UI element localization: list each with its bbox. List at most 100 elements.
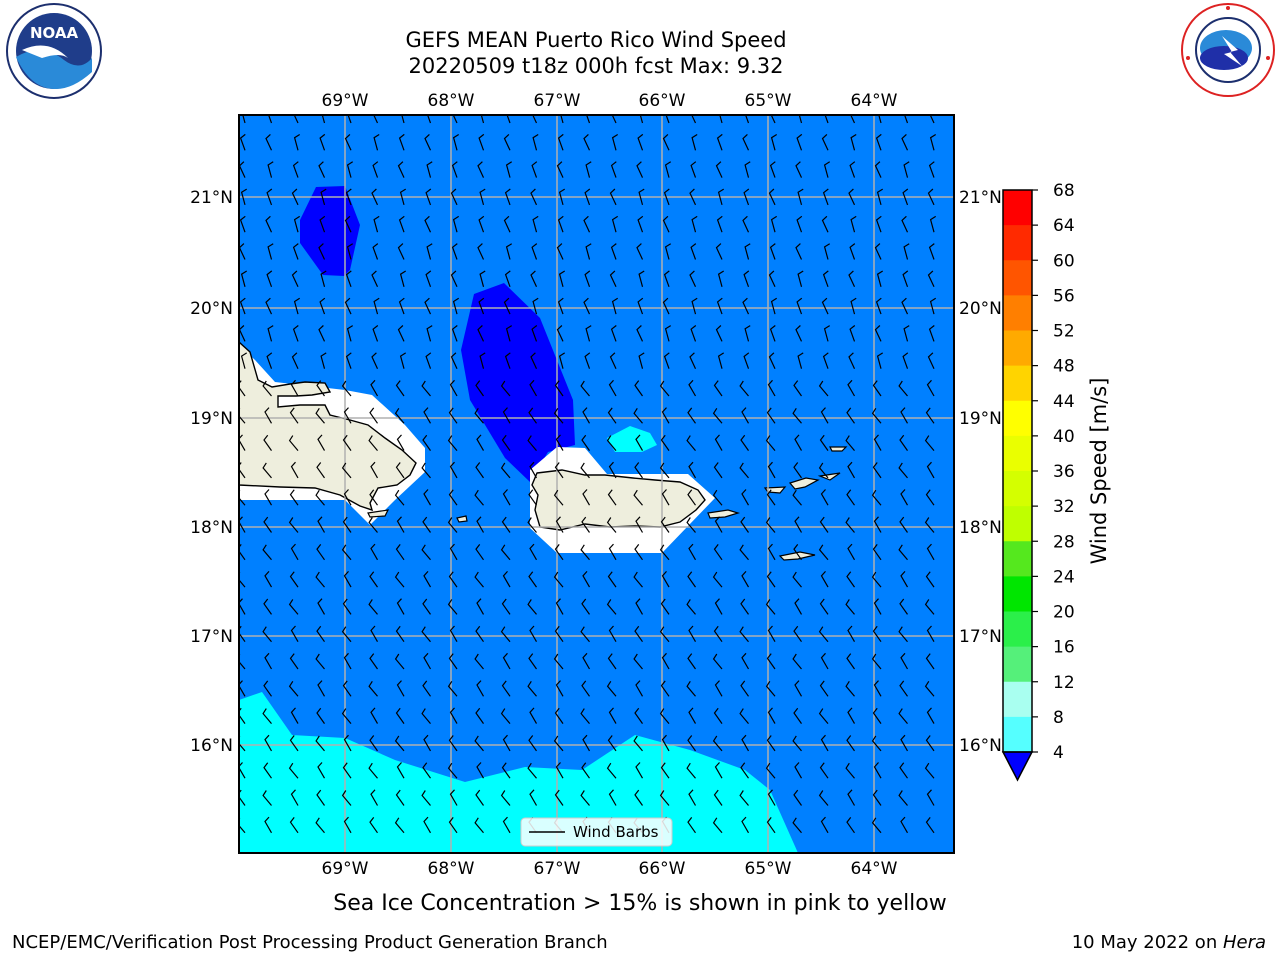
- wind-barb: [240, 270, 248, 287]
- wind-barb: [242, 115, 246, 124]
- wind-barb: [344, 215, 352, 233]
- wind-barb: [927, 188, 935, 206]
- wind-barb: [823, 325, 831, 342]
- wind-barb: [765, 517, 776, 533]
- wind-barb: [607, 653, 617, 670]
- wind-barb: [819, 434, 829, 451]
- wind-barb: [320, 270, 327, 287]
- wind-barb: [581, 680, 590, 697]
- wind-barb: [239, 133, 246, 151]
- wind-barb: [608, 543, 617, 561]
- wind-barb: [634, 707, 643, 724]
- wind-barb: [372, 243, 379, 260]
- wind-barb: [661, 407, 670, 424]
- wind-barb: [688, 789, 697, 806]
- wind-barb: [875, 215, 882, 233]
- wind-barb: [502, 570, 511, 588]
- wind-barb: [395, 707, 405, 724]
- colorbar-label: Wind Speed [m/s]: [1087, 378, 1111, 565]
- wind-barb: [476, 762, 485, 779]
- wind-barb: [662, 297, 670, 315]
- wind-barb: [741, 489, 750, 506]
- wind-barb: [531, 243, 538, 260]
- wind-barb: [370, 543, 379, 561]
- wind-barb: [426, 325, 433, 342]
- wind-barb: [262, 544, 272, 561]
- wind-barb: [397, 161, 405, 178]
- wind-barb: [266, 188, 273, 206]
- wind-barb: [793, 380, 802, 397]
- wind-barb: [819, 762, 829, 779]
- wind-barb: [553, 407, 564, 424]
- colorbar-tick-label: 52: [1053, 322, 1075, 342]
- colorbar-tick-label: 56: [1053, 286, 1075, 306]
- wind-speed-below-4-fill-mona: [461, 283, 575, 482]
- wind-barb: [687, 817, 696, 834]
- wind-barb: [342, 516, 352, 533]
- wind-barb: [528, 735, 537, 752]
- wind-barb: [871, 571, 882, 588]
- wind-barb: [796, 133, 803, 151]
- wind-barb: [660, 598, 670, 615]
- wind-barb: [502, 816, 511, 834]
- wind-barb: [397, 325, 405, 342]
- wind-barb: [873, 680, 882, 697]
- wind-barb: [717, 188, 725, 206]
- wind-barb: [399, 270, 407, 287]
- wind-barb: [638, 270, 645, 287]
- wind-barb: [663, 352, 670, 369]
- wind-barb: [633, 571, 643, 588]
- lon-tick-top: 64°W: [851, 91, 898, 111]
- wind-barb: [288, 435, 299, 451]
- wind-barb: [611, 297, 619, 315]
- wind-barb: [267, 243, 274, 260]
- wind-barb: [396, 762, 405, 779]
- wind-barb: [712, 407, 723, 424]
- wind-barb: [266, 270, 273, 288]
- wind-barb: [690, 243, 697, 260]
- wind-barb: [399, 188, 407, 206]
- wind-barb: [874, 243, 882, 260]
- wind-barb: [608, 379, 617, 397]
- wind-barb: [768, 352, 776, 369]
- wind-barb: [580, 626, 590, 643]
- wind-barb: [606, 517, 617, 533]
- wind-barb: [638, 352, 645, 369]
- wind-barb: [580, 544, 590, 561]
- wind-barb: [740, 762, 749, 779]
- lon-tick-top: 67°W: [534, 91, 581, 111]
- wind-barb: [766, 407, 776, 424]
- wind-barb: [371, 188, 379, 206]
- wind-barb: [928, 161, 935, 178]
- wind-barb: [846, 735, 855, 752]
- wind-barb: [633, 407, 643, 424]
- wind-barb: [342, 598, 352, 615]
- wind-barb: [661, 652, 670, 670]
- colorbar-tick-label: 28: [1053, 532, 1075, 552]
- wind-barb: [263, 516, 272, 533]
- wind-barb: [740, 516, 749, 533]
- wind-barb: [476, 680, 485, 697]
- wind-barb: [659, 544, 670, 561]
- legend-label: Wind Barbs: [573, 823, 659, 841]
- wind-barb: [373, 133, 380, 151]
- wind-barb: [875, 133, 882, 151]
- wind-barb: [691, 215, 698, 233]
- wind-barb: [819, 598, 829, 615]
- wind-barb: [447, 599, 458, 615]
- wind-barb: [394, 571, 405, 588]
- wind-barb: [292, 243, 299, 260]
- lon-tick-top: 68°W: [428, 91, 475, 111]
- colorbar-tick-label: 16: [1053, 638, 1075, 658]
- wind-barb: [263, 762, 272, 779]
- wind-barb: [502, 407, 511, 424]
- wind-barb: [527, 599, 537, 615]
- wind-barb: [899, 516, 908, 533]
- wind-barb: [421, 462, 431, 479]
- anegada-island: [829, 446, 848, 452]
- wind-barb: [691, 297, 698, 315]
- wind-barb: [450, 270, 458, 288]
- wind-barb: [346, 325, 354, 342]
- wind-barb: [503, 297, 511, 315]
- wind-barb: [425, 352, 432, 369]
